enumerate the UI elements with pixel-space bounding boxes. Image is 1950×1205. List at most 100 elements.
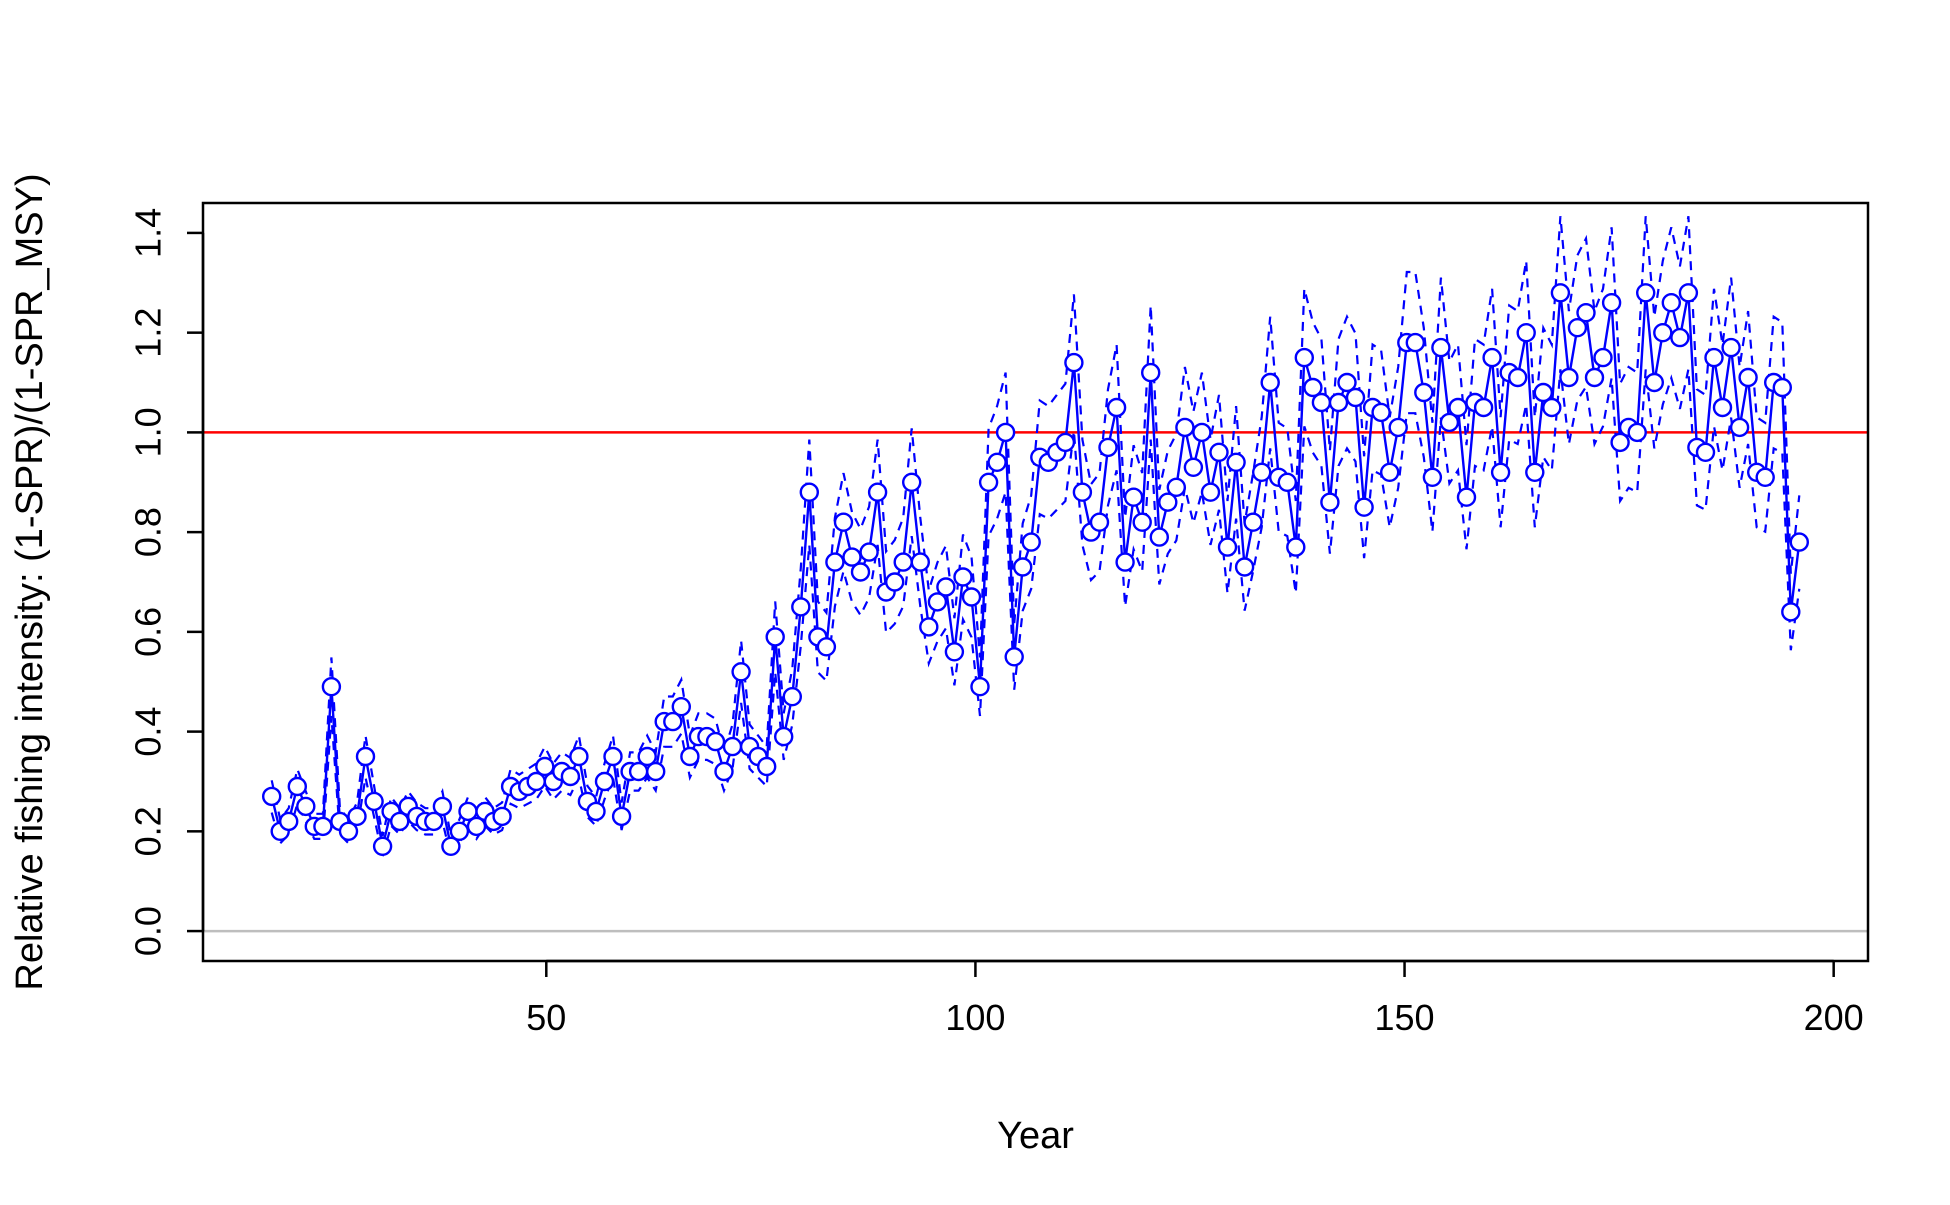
data-point xyxy=(1661,293,1682,313)
data-point xyxy=(372,836,393,856)
data-point xyxy=(441,836,461,856)
data-point xyxy=(714,761,734,782)
y-tick-label: 0.6 xyxy=(128,607,169,657)
data-point xyxy=(1704,347,1724,368)
data-point xyxy=(774,726,794,747)
data-point xyxy=(1456,487,1477,507)
data-point xyxy=(637,746,657,767)
data-point xyxy=(1217,537,1238,557)
data-point xyxy=(646,761,666,782)
y-tick-label: 1.4 xyxy=(128,208,169,258)
data-point xyxy=(1354,497,1374,517)
data-point xyxy=(1610,432,1630,453)
data-point xyxy=(1166,477,1187,497)
data-point xyxy=(978,472,999,492)
data-point xyxy=(663,711,683,732)
data-point xyxy=(1695,442,1716,462)
data-point xyxy=(296,796,316,817)
data-point xyxy=(731,662,751,682)
data-point xyxy=(1243,512,1263,532)
data-point xyxy=(893,552,913,572)
data-point xyxy=(825,552,845,572)
y-tick-label: 1.2 xyxy=(128,308,169,358)
data-point xyxy=(1789,532,1810,552)
x-tick-label: 200 xyxy=(1804,997,1864,1038)
data-point xyxy=(1388,417,1408,438)
data-point xyxy=(1192,422,1212,443)
data-point xyxy=(1772,377,1793,398)
data-point xyxy=(1601,293,1622,313)
data-point xyxy=(953,567,973,587)
data-point xyxy=(1448,397,1468,418)
data-point xyxy=(364,791,384,812)
data-point xyxy=(1098,437,1118,458)
series-group xyxy=(262,216,1810,860)
data-point xyxy=(782,687,802,707)
data-point xyxy=(1516,323,1536,343)
plot-frame xyxy=(201,201,1870,963)
data-point xyxy=(1738,367,1758,388)
data-point xyxy=(1550,283,1571,303)
data-point xyxy=(1439,412,1460,433)
data-point xyxy=(313,816,333,837)
data-point xyxy=(944,642,965,662)
data-point xyxy=(1473,397,1494,418)
data-point xyxy=(355,746,376,767)
data-point xyxy=(1533,382,1554,403)
data-point xyxy=(1482,347,1502,368)
data-point xyxy=(1405,332,1426,353)
data-point xyxy=(1021,532,1041,552)
x-tick-label: 150 xyxy=(1375,997,1435,1038)
data-point xyxy=(850,562,871,582)
data-point xyxy=(927,592,948,612)
data-point xyxy=(1345,387,1366,408)
data-point xyxy=(833,512,854,532)
data-point xyxy=(1200,482,1221,502)
y-axis-title: Relative fishing intensity: (1-SPR)/(1-S… xyxy=(9,173,51,990)
data-point xyxy=(1729,417,1750,438)
y-axis: 0.0 0.2 0.4 0.6 0.8 1.0 1.2 1.4 xyxy=(128,208,205,956)
data-point xyxy=(1115,552,1135,572)
data-point xyxy=(1379,462,1400,482)
lower-interval-line xyxy=(270,369,1801,860)
data-point xyxy=(1328,392,1349,413)
data-point xyxy=(449,821,470,841)
data-point xyxy=(902,472,922,492)
data-point xyxy=(1303,377,1323,398)
data-point xyxy=(1755,467,1775,487)
data-point xyxy=(287,776,307,797)
data-point xyxy=(1132,512,1152,532)
data-point xyxy=(1644,372,1665,393)
data-point xyxy=(492,806,512,827)
data-point xyxy=(791,597,811,617)
data-point xyxy=(1123,487,1144,507)
data-point xyxy=(816,637,837,657)
data-point xyxy=(1678,283,1699,303)
y-tick-label: 0.2 xyxy=(128,806,169,856)
data-point xyxy=(1140,362,1161,383)
data-point xyxy=(1320,492,1340,512)
data-point xyxy=(995,422,1016,443)
data-point xyxy=(1781,602,1801,622)
upper-interval-line xyxy=(270,216,1801,840)
data-point xyxy=(1635,283,1656,303)
data-point xyxy=(390,811,410,832)
data-point xyxy=(1251,462,1272,482)
data-point xyxy=(885,572,905,592)
x-tick-label: 100 xyxy=(945,997,1005,1038)
data-point xyxy=(1004,647,1024,667)
data-point xyxy=(560,766,581,787)
data-point xyxy=(338,821,359,841)
data-point xyxy=(586,801,606,822)
data-point xyxy=(961,587,982,607)
data-point xyxy=(765,627,785,647)
data-point xyxy=(919,617,939,637)
data-point xyxy=(705,731,726,752)
data-point xyxy=(1576,303,1596,323)
data-point xyxy=(910,552,930,572)
data-point xyxy=(432,796,453,817)
y-tick-label: 1.0 xyxy=(128,407,169,457)
x-tick-label: 50 xyxy=(526,997,566,1038)
data-point xyxy=(757,756,777,777)
